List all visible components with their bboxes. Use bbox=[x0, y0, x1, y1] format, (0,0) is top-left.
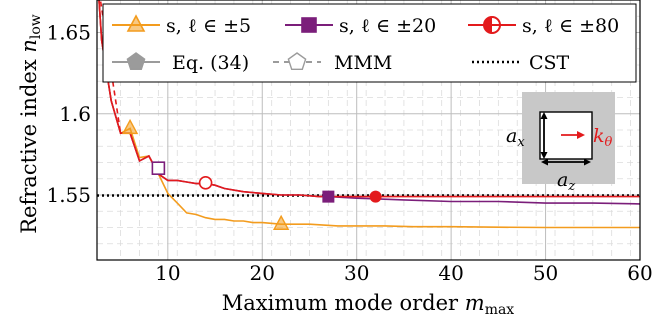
x-axis-label: Maximum mode order mmax bbox=[222, 291, 515, 318]
x-tick-label: 60 bbox=[627, 261, 652, 285]
y-axis-label-var: n bbox=[17, 39, 41, 53]
inset-label-ax: ax bbox=[506, 125, 525, 150]
inset-label-k: kθ bbox=[593, 125, 613, 150]
inset-label-k-sub: θ bbox=[605, 135, 613, 150]
legend-label-s80: s, ℓ ∈ ±80 bbox=[522, 15, 619, 37]
legend-entry-s80: s, ℓ ∈ ±80 bbox=[468, 15, 619, 37]
plot-frame bbox=[96, 0, 641, 261]
y-axis-label: Refractive index nlow bbox=[17, 14, 44, 234]
legend-entry-eq34: Eq. (34) bbox=[112, 52, 249, 74]
az-arrow-head-right-icon bbox=[584, 158, 591, 166]
x-tick-label: 20 bbox=[250, 261, 275, 285]
legend-label-s20: s, ℓ ∈ ±20 bbox=[339, 15, 436, 37]
legend-entry-cst: CST bbox=[472, 52, 570, 74]
mmm-open-square-marker bbox=[151, 161, 166, 175]
x-axis-label-sub: max bbox=[485, 302, 515, 318]
y-axis-label-text: Refractive index bbox=[17, 53, 41, 234]
inset-label-az-var: a bbox=[557, 169, 568, 191]
ax-arrow-head-top-icon bbox=[540, 112, 548, 119]
circle-marker-outline-icon bbox=[483, 16, 501, 34]
x-tick-label: 30 bbox=[344, 261, 369, 285]
square-marker-icon bbox=[301, 17, 317, 33]
legend-label-s5: s, ℓ ∈ ±5 bbox=[166, 15, 251, 37]
legend-entry-s20: s, ℓ ∈ ±20 bbox=[285, 15, 436, 37]
x-tick-label: 50 bbox=[533, 261, 558, 285]
markers-layer bbox=[121, 118, 382, 230]
pentagon-open-marker-icon bbox=[287, 52, 307, 71]
series-line-0 bbox=[98, 0, 640, 229]
y-tick-label: 1.65 bbox=[46, 21, 91, 45]
circle-marker bbox=[369, 190, 382, 203]
inset-label-ax-var: a bbox=[506, 125, 517, 147]
legend-label-cst: CST bbox=[529, 52, 570, 74]
triangle-marker bbox=[121, 118, 139, 135]
legend-label-mmm: MMM bbox=[334, 52, 392, 74]
az-arrow-head-left-icon bbox=[541, 158, 548, 166]
legend-label-eq34: Eq. (34) bbox=[172, 52, 249, 74]
x-tick-label: 40 bbox=[438, 261, 463, 285]
x-tick-label: 10 bbox=[155, 261, 180, 285]
mmm-open-circle-marker bbox=[198, 176, 213, 190]
inset: ax az kθ bbox=[506, 92, 615, 194]
triangle-marker-icon bbox=[126, 14, 146, 32]
ax-arrow-head-bottom-icon bbox=[540, 152, 548, 159]
legend-box bbox=[102, 3, 637, 83]
x-axis-label-text: Maximum mode order bbox=[222, 291, 465, 315]
inset-label-az: az bbox=[557, 169, 575, 194]
inset-label-az-sub: z bbox=[567, 179, 575, 194]
inset-label-ax-sub: x bbox=[517, 135, 525, 150]
series-line-2 bbox=[98, 0, 640, 198]
y-axis-label-sub: low bbox=[28, 14, 44, 39]
x-axis-label-var: m bbox=[465, 291, 485, 315]
ticks: 10 20 30 40 50 60 1.55 1.6 1.65 bbox=[46, 21, 652, 286]
k-arrow-head-icon bbox=[577, 131, 585, 139]
inset-label-k-var: k bbox=[593, 125, 605, 147]
y-tick-label: 1.55 bbox=[46, 183, 91, 207]
triangle-marker bbox=[272, 214, 290, 230]
y-tick-label: 1.6 bbox=[59, 102, 91, 126]
legend-entry-s5: s, ℓ ∈ ±5 bbox=[112, 14, 251, 37]
legend-entry-mmm: MMM bbox=[273, 52, 392, 74]
legend: s, ℓ ∈ ±5 s, ℓ ∈ ±20 s, ℓ ∈ ±80 Eq. (34)… bbox=[102, 3, 637, 83]
pentagon-marker-icon bbox=[126, 52, 146, 71]
square-marker bbox=[322, 190, 335, 203]
